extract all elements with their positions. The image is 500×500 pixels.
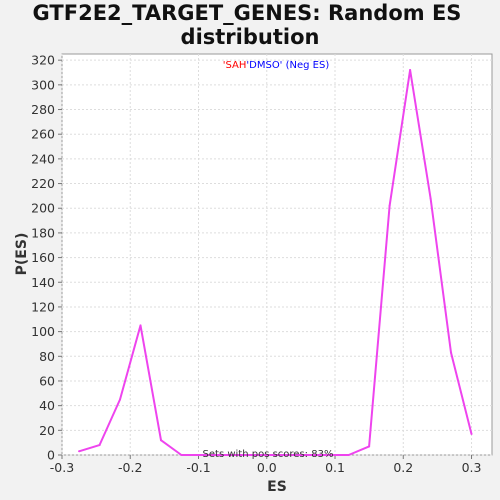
pos-scores-annotation: Sets with pos scores: 83%	[203, 449, 334, 460]
data-point-0-12	[323, 454, 326, 456]
data-point-0-13	[347, 454, 350, 456]
data-point-0-17	[429, 197, 432, 200]
x-tick-label-2: -0.1	[186, 460, 210, 475]
y-tick-label-7: 140	[31, 275, 55, 290]
data-point-0-11	[303, 454, 306, 456]
data-point-0-8	[241, 454, 244, 456]
y-tick-label-4: 80	[39, 349, 55, 364]
data-point-0-19	[470, 433, 473, 436]
data-point-0-14	[368, 445, 371, 448]
y-tick-label-16: 320	[31, 53, 55, 68]
data-point-0-3	[139, 324, 142, 327]
y-tick-label-6: 120	[31, 299, 55, 314]
y-tick-label-15: 300	[31, 77, 55, 92]
data-point-0-4	[159, 439, 162, 442]
data-point-0-5	[180, 454, 183, 456]
y-tick-label-8: 160	[31, 250, 55, 265]
y-tick-label-10: 200	[31, 201, 55, 216]
series-layer	[78, 69, 473, 456]
x-tick-label-6: 0.3	[462, 460, 482, 475]
data-point-0-15	[388, 204, 391, 207]
data-point-0-2	[119, 398, 122, 401]
x-tick-label-3: 0.0	[257, 460, 277, 475]
y-tick-label-3: 60	[39, 373, 55, 388]
grid-lines	[61, 54, 492, 456]
legend-part-2: 'DMSO' (Neg ES)	[246, 60, 329, 71]
y-tick-label-12: 240	[31, 151, 55, 166]
y-tick-label-14: 280	[31, 102, 55, 117]
y-axis-label: P(ES)	[14, 233, 30, 276]
data-point-0-0	[78, 450, 81, 453]
data-point-0-7	[221, 454, 224, 456]
y-tick-label-13: 260	[31, 127, 55, 142]
y-tick-label-1: 20	[39, 423, 55, 438]
x-axis-label: ES	[267, 479, 287, 495]
x-tick-label-1: -0.2	[118, 460, 142, 475]
y-tick-label-5: 100	[31, 324, 55, 339]
data-point-0-6	[200, 454, 203, 456]
legend-part-1: 'SAH	[223, 60, 247, 71]
x-tick-label-4: 0.1	[325, 460, 345, 475]
y-tick-label-0: 0	[47, 448, 55, 463]
data-point-0-10	[282, 454, 285, 456]
y-tick-label-11: 220	[31, 176, 55, 191]
series-line-0	[78, 69, 473, 456]
legend: 'SAH'DMSO' (Neg ES)	[223, 60, 330, 71]
y-tick-label-9: 180	[31, 225, 55, 240]
data-point-0-9	[262, 454, 265, 456]
chart-title-line-1: GTF2E2_TARGET_GENES: Random ES	[33, 1, 462, 25]
data-point-0-1	[98, 444, 101, 447]
plot-area	[61, 53, 493, 456]
x-tick-label-0: -0.3	[50, 460, 74, 475]
y-tick-label-2: 40	[39, 398, 55, 413]
x-tick-label-5: 0.2	[393, 460, 413, 475]
data-point-0-18	[450, 351, 453, 354]
data-point-0-16	[409, 69, 412, 72]
chart-title-line-2: distribution	[181, 25, 320, 49]
axes: -0.3 -0.2 -0.1 0.0 0.1 0.2 0.3 0 20 40 60 80 100 120 1…	[31, 53, 481, 475]
